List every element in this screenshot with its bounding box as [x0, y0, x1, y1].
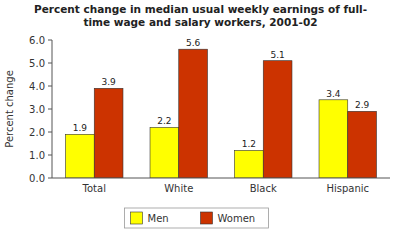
y-tick: [48, 86, 52, 87]
y-tick-label: 1.0: [29, 150, 45, 161]
legend: Men Women: [125, 208, 269, 228]
legend-label: Men: [148, 213, 169, 224]
y-tick-label: 0.0: [29, 173, 45, 184]
x-tick-label: Hispanic: [326, 183, 369, 194]
bar: [150, 127, 179, 178]
y-tick: [48, 40, 52, 41]
y-tick-label: 2.0: [29, 127, 45, 138]
data-label: 2.2: [157, 116, 171, 126]
y-axis-line: [52, 40, 53, 178]
bar: [348, 111, 377, 178]
bars: [66, 49, 377, 178]
data-label: 1.9: [73, 123, 88, 133]
data-label: 1.2: [242, 139, 256, 149]
data-label: 5.1: [270, 50, 284, 60]
chart: Percent change in median usual weekly ea…: [0, 0, 401, 238]
y-tick-label: 4.0: [29, 81, 45, 92]
x-tick-label: Black: [250, 183, 277, 194]
title-line: Percent change in median usual weekly ea…: [34, 3, 367, 15]
legend-swatch: [201, 212, 213, 224]
x-axis-line: [52, 178, 390, 179]
title: Percent change in median usual weekly ea…: [34, 3, 367, 28]
data-label: 3.4: [326, 89, 341, 99]
bar: [94, 88, 123, 178]
y-tick: [48, 178, 52, 179]
bar: [235, 150, 264, 178]
x-tick-label: White: [164, 183, 193, 194]
data-label: 2.9: [355, 100, 370, 110]
legend-label: Women: [218, 213, 256, 224]
legend-swatch: [131, 212, 143, 224]
data-label: 3.9: [101, 77, 116, 87]
y-tick-label: 3.0: [29, 104, 45, 115]
bar: [319, 100, 348, 178]
data-label: 5.6: [186, 38, 201, 48]
y-tick: [48, 132, 52, 133]
x-tick-label: Total: [82, 183, 106, 194]
y-tick: [48, 155, 52, 156]
legend-frame: [125, 208, 269, 228]
bar: [66, 134, 95, 178]
title-line: time wage and salary workers, 2001-02: [83, 16, 317, 28]
y-tick: [48, 63, 52, 64]
y-tick: [48, 109, 52, 110]
data-labels: 1.9 2.2 1.2 3.4 3.9 5.6 5.1 2.9: [73, 38, 370, 149]
bar: [179, 49, 208, 178]
y-tick-label: 6.0: [29, 35, 45, 46]
bar: [263, 61, 292, 178]
y-tick-label: 5.0: [29, 58, 45, 69]
y-axis-label: Percent change: [4, 70, 15, 148]
